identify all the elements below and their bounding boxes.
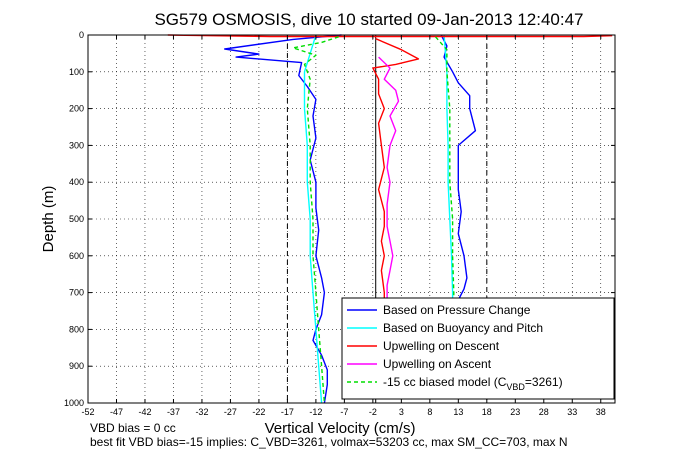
x-tick-label: 13 [453,407,463,417]
legend-box [341,297,615,400]
y-tick-label: 500 [69,214,84,224]
y-tick-label: 800 [69,324,84,334]
x-tick-label: -52 [81,407,94,417]
y-axis-label: Depth (m) [40,186,57,253]
legend-tail: =3261) [525,375,563,389]
x-tick-label: -12 [309,407,322,417]
series-line-upwelling-descent [372,38,420,300]
series-line-pressure-change [224,34,342,404]
x-tick-label: -42 [138,407,151,417]
footnote-best-fit: best fit VBD bias=-15 implies: C_VBD=326… [90,435,568,449]
legend-subscript: VBD [506,382,525,392]
y-tick-label: 0 [79,30,84,40]
y-tick-label: 200 [69,104,84,114]
x-tick-label: -37 [167,407,180,417]
x-tick-label: -27 [224,407,237,417]
series-line-biased-model [434,36,455,308]
series-line-upwelling-ascent [378,56,400,300]
x-tick-label: -17 [281,407,294,417]
x-axis-label: Vertical Velocity (cm/s) [265,420,416,437]
x-tick-label: -47 [110,407,123,417]
y-tick-label: 400 [69,177,84,187]
x-tick-label: -7 [340,407,348,417]
legend-entry: Upwelling on Ascent [383,357,492,371]
footnote-vbd-bias: VBD bias = 0 cc [90,421,176,435]
legend-entry: Based on Buoyancy and Pitch [383,321,543,335]
x-tick-label: 3 [399,407,404,417]
x-tick-label: 18 [482,407,492,417]
legend-entry: Based on Pressure Change [383,303,531,317]
series-line-buoyancy-pitch [443,34,454,308]
x-tick-label: -22 [252,407,265,417]
legend: Based on Pressure Change Based on Buoyanc… [341,297,615,400]
y-tick-label: 900 [69,361,84,371]
x-tick-label: 8 [427,407,432,417]
chart-title: SG579 OSMOSIS, dive 10 started 09-Jan-20… [154,10,583,29]
x-tick-label: -32 [195,407,208,417]
y-tick-label: 300 [69,140,84,150]
series-line-upwelling-descent [167,34,613,38]
series-line-biased-model [292,36,339,404]
legend-entry: Upwelling on Descent [383,339,500,353]
x-tick-label: 33 [567,407,577,417]
series-layer [167,34,613,404]
x-tick-label: 38 [596,407,606,417]
y-tick-label: 700 [69,288,84,298]
y-tick-label: 600 [69,251,84,261]
y-tick-label: 1000 [64,398,84,408]
x-tick-label: -2 [369,407,377,417]
series-line-pressure-change [440,34,477,308]
y-tick-label: 100 [69,67,84,77]
x-tick-label: 28 [539,407,549,417]
x-tick-label: 23 [510,407,520,417]
series-line-buoyancy-pitch [303,34,323,404]
tick-layer: -52 -47 -42 -37 -32 -27 -22 -17 -12 -7 -2 3 8 13 18 23 2… [64,30,615,417]
